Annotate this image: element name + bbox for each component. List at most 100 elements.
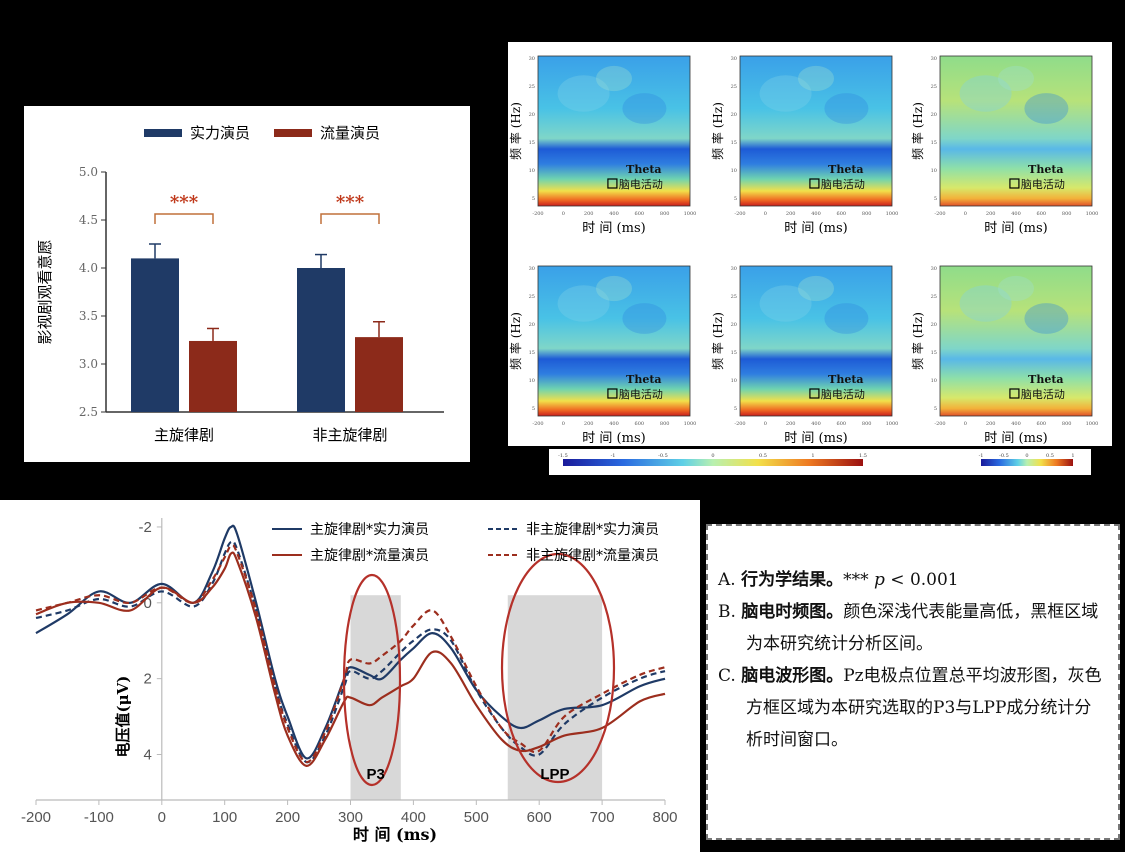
heatmap-blob (998, 65, 1034, 92)
x-tick-label: 200 (584, 211, 594, 217)
heatmap-panel: Theta 脑电活动 -200 0 200 400 600 800 1000 30 25 20 15 10… (910, 265, 1099, 446)
x-tick-label: 800 (660, 421, 670, 427)
window-highlight (500, 552, 616, 784)
heatmap-frame (939, 55, 1093, 207)
heatmap-blob (824, 93, 869, 124)
y-axis-label: 电压值(μV) (114, 676, 132, 758)
roi-box (809, 388, 820, 399)
roi-label: Theta (626, 373, 661, 386)
y-tick-label: 5 (734, 406, 737, 412)
note-c-label: C. (718, 666, 736, 686)
x-tick-label: 300 (338, 809, 363, 826)
heatmap (740, 56, 892, 206)
roi-label: Theta (626, 163, 661, 176)
y-tick-label: 5 (934, 406, 937, 412)
heatmap-frame (939, 265, 1093, 417)
y-tick-label: 25 (731, 294, 737, 300)
y-tick-label: 3.0 (79, 357, 98, 371)
panel-c-erp-waveform: -200 -100 0 100 200 300 400 500 600 700 800 -2 0 2 4 时 … (0, 500, 700, 852)
y-tick-label: 0 (143, 595, 151, 612)
x-tick-label: -200 (934, 211, 945, 217)
roi-legend: 脑电活动 (1021, 388, 1065, 401)
x-tick-label: 0 (964, 421, 967, 427)
y-axis-label: 频 率 (Hz) (710, 102, 725, 160)
y-tick-label: 2.5 (79, 405, 98, 419)
roi-box (607, 388, 618, 399)
caption-box: A. 行为学结果。*** p < 0.001 B. 脑电时频图。颜色深浅代表能量… (706, 524, 1120, 840)
x-axis-label: 时 间 (ms) (353, 825, 437, 844)
legend-label: 非主旋律剧*流量演员 (526, 548, 659, 564)
heatmap-frame (739, 265, 893, 417)
x-tick-label: 200 (786, 211, 796, 217)
y-tick-label: 5 (934, 196, 937, 202)
x-tick-label: 1000 (684, 211, 697, 217)
colorbar-tick: -1 (611, 453, 616, 459)
heatmap-panel: Theta 脑电活动 -200 0 200 400 600 800 1000 30 25 20 15 10… (910, 55, 1099, 236)
heatmap-blob (798, 65, 834, 92)
x-axis-label: 时 间 (ms) (582, 431, 645, 446)
heatmap-panel: Theta 脑电活动 -200 0 200 400 600 800 1000 30 25 20 15 10… (710, 265, 898, 446)
x-tick-label: 800 (660, 211, 670, 217)
y-axis-label: 频 率 (Hz) (910, 312, 925, 370)
x-tick-label: 1000 (1086, 421, 1099, 427)
heatmap-blob (798, 275, 834, 302)
heatmap (940, 56, 1092, 206)
y-tick-label: 20 (529, 112, 535, 118)
y-tick-label: 30 (931, 56, 937, 62)
heatmap (538, 56, 690, 206)
y-tick-label: 20 (731, 112, 737, 118)
x-axis-label: 时 间 (ms) (784, 221, 847, 236)
heatmap-blob (959, 75, 1012, 112)
y-tick-label: 15 (731, 350, 737, 356)
note-c-text: Pz电极点位置总平均波形图，灰色方框区域为本研究选取的P3与LPP成分统计分析时… (746, 666, 1102, 750)
y-tick-label: 5 (532, 196, 535, 202)
heatmap-blob (1024, 303, 1069, 334)
roi-legend: 脑电活动 (619, 178, 663, 191)
x-tick-label: 200 (786, 421, 796, 427)
y-tick-label: -2 (138, 519, 151, 536)
roi-label: Theta (828, 163, 863, 176)
x-tick-label: 0 (562, 211, 565, 217)
bar (297, 268, 345, 412)
heatmap-blob (622, 303, 667, 334)
note-a-stars: *** (843, 570, 874, 590)
roi-legend: 脑电活动 (821, 388, 865, 401)
x-tick-label: 100 (212, 809, 237, 826)
x-tick-label: 400 (1011, 211, 1021, 217)
y-tick-label: 30 (931, 266, 937, 272)
panel-a-behavior-chart: 2.5 3.0 3.5 4.0 4.5 5.0 影视剧观看意愿 主旋律剧 *** 非主旋律剧 ***… (24, 106, 470, 462)
roi-box (809, 178, 820, 189)
colorbar-tick: 0.5 (1046, 453, 1054, 459)
colorbar-tick: 1.5 (859, 453, 867, 459)
roi-box (1009, 388, 1020, 399)
bar (189, 340, 237, 412)
y-tick-label: 25 (529, 294, 535, 300)
x-tick-label: 1000 (1086, 211, 1099, 217)
heatmap-panel: Theta 脑电活动 -200 0 200 400 600 800 1000 30 25 20 15 10… (508, 55, 697, 236)
colorbar-left (563, 459, 863, 466)
note-c-title: 脑电波形图。 (741, 666, 844, 686)
heatmap-blob (1024, 93, 1069, 124)
colorbar: -1.5 -1 -0.5 0 0.5 1 1.5 -1 -0.5 0 0.5 1 (558, 453, 1075, 466)
heatmap-frame (537, 265, 691, 417)
y-tick-label: 10 (529, 378, 535, 384)
y-tick-label: 4.0 (79, 261, 98, 275)
y-tick-label: 25 (529, 84, 535, 90)
x-axis-label: 时 间 (ms) (984, 221, 1047, 236)
y-tick-label: 15 (731, 140, 737, 146)
y-tick-label: 10 (529, 168, 535, 174)
y-tick-label: 25 (931, 294, 937, 300)
heatmap (740, 266, 892, 416)
x-tick-label: 600 (837, 421, 847, 427)
x-axis-label: 时 间 (ms) (582, 221, 645, 236)
y-tick-label: 20 (529, 322, 535, 328)
roi-legend: 脑电活动 (821, 178, 865, 191)
heatmap-panel: Theta 脑电活动 -200 0 200 400 600 800 1000 30 25 20 15 10… (710, 55, 898, 236)
heatmap-blob (998, 275, 1034, 302)
legend-label: 主旋律剧*实力演员 (310, 522, 429, 538)
colorbar-tick: 1 (811, 453, 814, 459)
legend-label: 实力演员 (190, 124, 250, 142)
y-tick-label: 30 (731, 56, 737, 62)
x-tick-label: 800 (1062, 211, 1072, 217)
